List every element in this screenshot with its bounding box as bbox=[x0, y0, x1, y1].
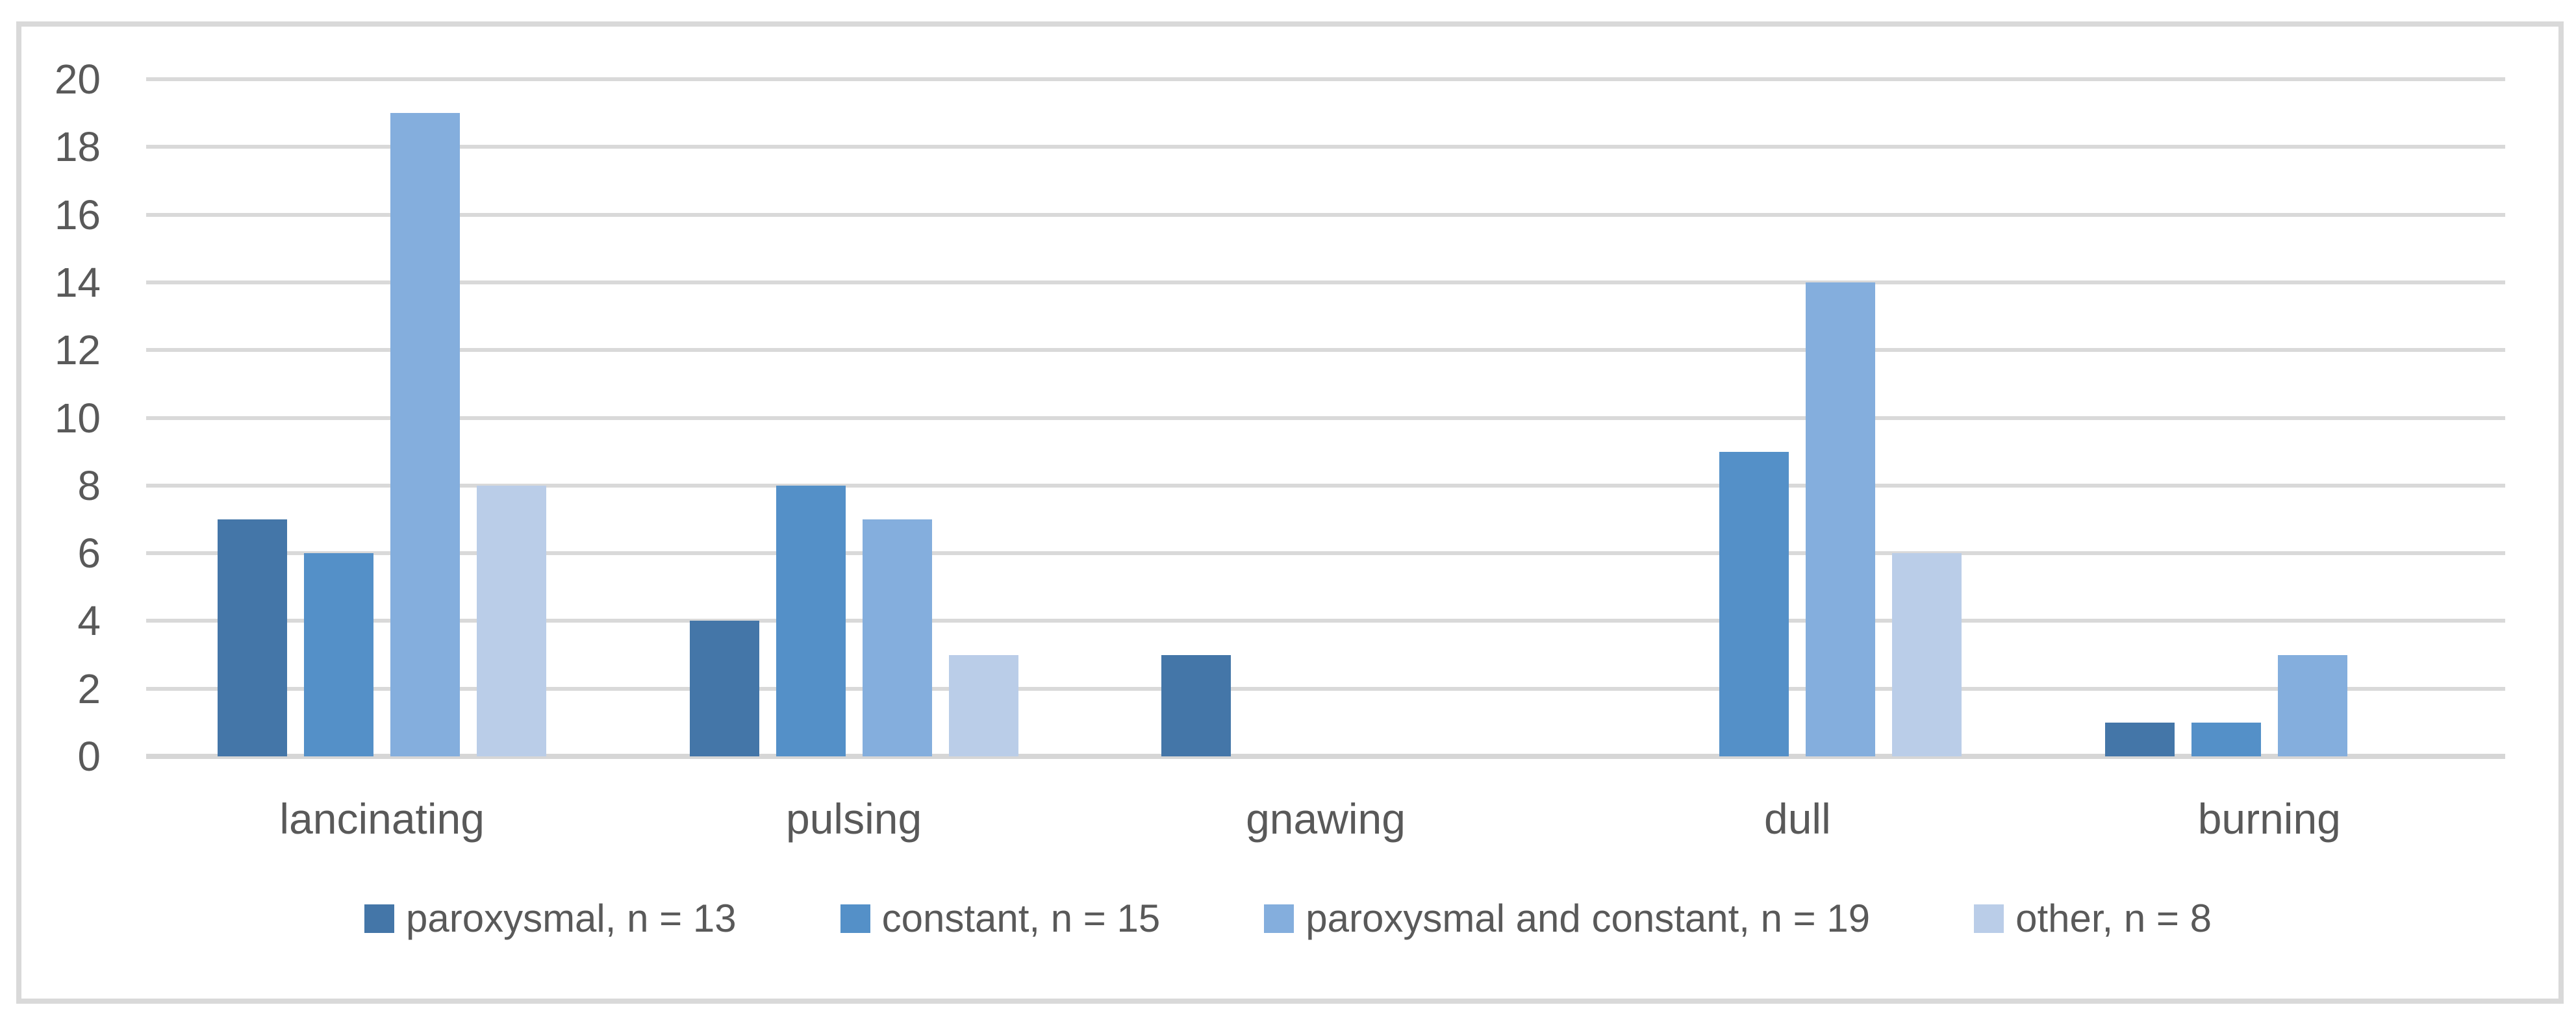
bar-burning-series3 bbox=[2277, 654, 2347, 756]
bar-lancinating-series3 bbox=[390, 113, 461, 756]
bar-pulsing-series1 bbox=[689, 621, 759, 756]
bar-dull-series2 bbox=[1719, 451, 1789, 756]
bar-lancinating-series2 bbox=[304, 553, 374, 756]
y-tick-label-20: 20 bbox=[54, 56, 101, 103]
legend-label: other, n = 8 bbox=[2015, 897, 2212, 940]
gridline-y10 bbox=[146, 416, 2505, 420]
gridline-y20 bbox=[146, 77, 2505, 81]
y-tick-label-18: 18 bbox=[54, 123, 101, 171]
x-axis-line bbox=[146, 754, 2505, 759]
legend-marker-icon bbox=[364, 904, 394, 933]
legend-item-series4: other, n = 8 bbox=[1974, 899, 2212, 938]
gridline-y2 bbox=[146, 686, 2505, 691]
plot-area bbox=[146, 77, 2505, 759]
legend-item-series2: constant, n = 15 bbox=[840, 897, 1161, 940]
legend-label: constant, n = 15 bbox=[881, 897, 1161, 940]
y-tick-label-4: 4 bbox=[77, 597, 101, 645]
legend: paroxysmal, n = 13 constant, n = 15 paroxy… bbox=[0, 895, 2576, 943]
gridline-y8 bbox=[146, 483, 2505, 488]
legend-item-series3: paroxysmal and constant, n = 19 bbox=[1264, 899, 1870, 938]
legend-label: paroxysmal and constant, n = 19 bbox=[1306, 897, 1871, 940]
gridline-y16 bbox=[146, 212, 2505, 217]
y-tick-label-12: 12 bbox=[54, 327, 101, 374]
bar-dull-series3 bbox=[1806, 282, 1876, 756]
y-tick-label-6: 6 bbox=[77, 530, 101, 577]
legend-marker-icon bbox=[1974, 904, 2004, 933]
bar-gnawing-series1 bbox=[1161, 654, 1231, 756]
y-tick-label-2: 2 bbox=[77, 665, 101, 712]
x-category-label-burning: burning bbox=[2197, 795, 2341, 843]
legend-marker-icon bbox=[840, 904, 870, 933]
bar-dull-series4 bbox=[1892, 553, 1962, 756]
y-tick-label-8: 8 bbox=[77, 462, 101, 509]
y-tick-label-14: 14 bbox=[54, 258, 101, 306]
bar-burning-series1 bbox=[2104, 722, 2175, 756]
gridline-y12 bbox=[146, 348, 2505, 353]
gridline-y4 bbox=[146, 619, 2505, 623]
bar-lancinating-series4 bbox=[477, 485, 547, 756]
bar-burning-series2 bbox=[2191, 722, 2261, 756]
bar-pulsing-series2 bbox=[776, 485, 846, 756]
x-category-label-lancinating: lancinating bbox=[279, 795, 485, 843]
legend-item-series1: paroxysmal, n = 13 bbox=[364, 899, 737, 938]
y-tick-label-10: 10 bbox=[54, 394, 101, 441]
gridline-y14 bbox=[146, 280, 2505, 284]
x-category-label-pulsing: pulsing bbox=[786, 795, 922, 843]
y-tick-label-0: 0 bbox=[77, 733, 101, 780]
bar-lancinating-series1 bbox=[218, 519, 288, 756]
y-tick-label-16: 16 bbox=[54, 191, 101, 238]
x-category-label-dull: dull bbox=[1764, 795, 1831, 843]
gridline-y6 bbox=[146, 551, 2505, 556]
gridline-y18 bbox=[146, 145, 2505, 149]
x-category-label-gnawing: gnawing bbox=[1246, 795, 1406, 843]
bar-pulsing-series3 bbox=[862, 519, 932, 756]
legend-marker-icon bbox=[1264, 904, 1294, 933]
bar-pulsing-series4 bbox=[948, 654, 1018, 756]
legend-label: paroxysmal, n = 13 bbox=[405, 897, 737, 940]
